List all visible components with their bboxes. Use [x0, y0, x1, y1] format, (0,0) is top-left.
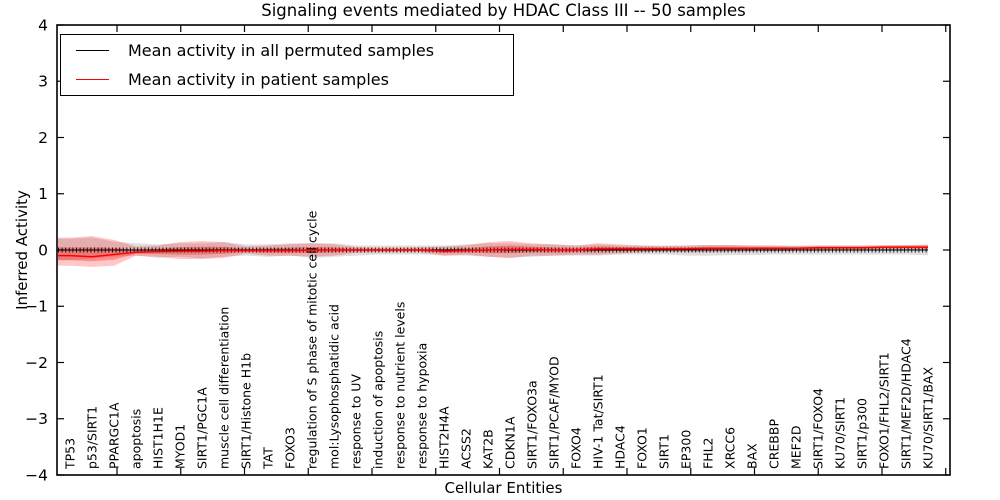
category-label: HIV-1 Tat/SIRT1 — [591, 374, 606, 469]
y-tick-label: 0 — [38, 241, 48, 259]
category-label: FOXO3 — [283, 427, 298, 469]
x-axis-label: Cellular Entities — [444, 479, 563, 497]
category-label: HIST1H1E — [151, 407, 166, 469]
category-label: CDKN1A — [503, 416, 518, 469]
category-label: CREBBP — [767, 419, 782, 469]
category-label: FOXO4 — [569, 427, 584, 469]
category-label: ACSS2 — [459, 428, 474, 469]
category-label: BAX — [745, 443, 760, 469]
category-label: SIRT1/PGC1A — [195, 387, 210, 469]
legend-entry-patient: Mean activity in patient samples — [61, 66, 513, 94]
y-tick-label: −1 — [25, 298, 48, 316]
patient-mean-line — [58, 246, 928, 258]
permuted-line-sample — [76, 49, 109, 51]
category-label: response to UV — [349, 374, 364, 469]
category-label: mol:Lysophosphatidic acid — [327, 304, 342, 469]
category-label: SIRT1/FOXO3a — [525, 380, 540, 469]
patient-line-sample — [76, 79, 109, 81]
y-tick-label: 4 — [38, 16, 48, 34]
category-label: induction of apoptosis — [371, 331, 386, 469]
y-tick-label: −3 — [25, 410, 48, 428]
category-label: response to hypoxia — [415, 343, 430, 469]
category-label: p53/SIRT1 — [85, 406, 100, 469]
category-label: SIRT1/FOXO4 — [811, 388, 826, 469]
patient-std-band-outer — [58, 235, 928, 267]
category-label: MYOD1 — [173, 424, 188, 469]
category-label: KU70/SIRT1/BAX — [921, 367, 936, 469]
permuted-std-band — [58, 237, 928, 261]
category-label: TAT — [261, 447, 276, 470]
category-label: HDAC4 — [613, 425, 628, 469]
category-label: response to nutrient levels — [393, 302, 408, 469]
category-label: EP300 — [679, 430, 694, 469]
legend-label-permuted: Mean activity in all permuted samples — [128, 40, 435, 60]
category-label: regulation of S phase of mitotic cell cy… — [305, 210, 320, 469]
legend-entry-permuted: Mean activity in all permuted samples — [61, 36, 513, 64]
category-label: SIRT1/PCAF/MYOD — [547, 356, 562, 469]
category-label: HIST2H4A — [437, 406, 452, 469]
category-label: FHL2 — [701, 437, 716, 469]
category-label: MEF2D — [789, 426, 804, 469]
category-label: SIRT1/p300 — [855, 398, 870, 469]
category-label: FOXO1/FHL2/SIRT1 — [877, 352, 892, 469]
category-label: KU70/SIRT1 — [833, 397, 848, 469]
category-label: PPARGC1A — [107, 402, 122, 469]
category-label: apoptosis — [129, 409, 144, 469]
category-label: TP53 — [63, 438, 78, 470]
category-label: muscle cell differentiation — [217, 307, 232, 469]
legend: Mean activity in all permuted samples Me… — [60, 34, 514, 96]
y-tick-label: 3 — [38, 73, 48, 91]
category-label: SIRT1 — [657, 434, 672, 469]
chart-title: Signaling events mediated by HDAC Class … — [261, 1, 746, 20]
y-tick-label: −4 — [25, 466, 48, 484]
category-label: SIRT1/MEF2D/HDAC4 — [899, 338, 914, 469]
y-tick-label: −2 — [25, 354, 48, 372]
category-label: SIRT1/Histone H1b — [239, 353, 254, 469]
y-tick-label: 1 — [38, 185, 48, 203]
category-label: KAT2B — [481, 429, 496, 469]
y-tick-label: 2 — [38, 129, 48, 147]
category-label: XRCC6 — [723, 427, 738, 469]
category-label: FOXO1 — [635, 427, 650, 469]
legend-label-patient: Mean activity in patient samples — [128, 70, 389, 90]
